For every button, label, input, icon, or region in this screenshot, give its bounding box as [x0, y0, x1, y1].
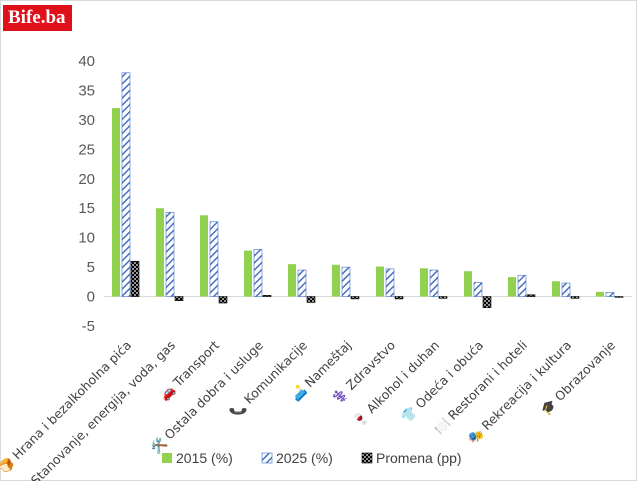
legend-swatch-2015 — [162, 453, 172, 463]
bar-2025 — [429, 269, 439, 297]
bar-2025 — [605, 292, 615, 297]
bar-2015 — [156, 208, 164, 297]
bar-2015 — [244, 250, 252, 297]
bar-promena — [438, 296, 448, 299]
bar-promena — [130, 260, 140, 297]
bar-2025 — [561, 282, 571, 297]
category-label: 👕 Odeća i obuća — [398, 338, 486, 426]
y-tick-label: -5 — [82, 318, 95, 335]
bar-2025 — [297, 269, 307, 297]
bar-promena — [614, 296, 624, 298]
bar-2025 — [341, 266, 351, 297]
bar-2015 — [376, 266, 384, 297]
bar-2025 — [165, 212, 175, 297]
bar-2015 — [464, 271, 472, 297]
legend-label: 2015 (%) — [176, 450, 233, 466]
y-tick-label: 40 — [78, 53, 95, 70]
y-tick-label: 30 — [78, 112, 95, 129]
bar-promena — [482, 296, 492, 309]
category-label: 🏠 Stanovanje, energija, voda, gas — [14, 338, 178, 481]
bar-2025 — [385, 268, 395, 297]
y-tick-label: 25 — [78, 141, 95, 158]
bar-2025 — [209, 221, 219, 297]
bar-2015 — [200, 215, 208, 297]
bar-2025 — [473, 282, 483, 297]
y-tick-label: 35 — [78, 82, 95, 99]
y-tick-label: 5 — [87, 259, 95, 276]
y-tick-label: 15 — [78, 200, 95, 217]
bar-2015 — [112, 108, 120, 297]
bar-promena — [570, 296, 580, 299]
bar-2025 — [121, 72, 131, 297]
bar-2015 — [552, 281, 560, 297]
bar-promena — [350, 296, 360, 300]
category-label: 🎓 Obrazovanje — [538, 337, 618, 417]
bar-promena — [218, 296, 228, 304]
bar-2025 — [517, 275, 527, 297]
bar-2015 — [288, 264, 296, 297]
bar-promena — [526, 294, 536, 297]
bar-promena — [174, 296, 184, 301]
bar-promena — [394, 296, 404, 300]
legend-label: 2025 (%) — [276, 450, 333, 466]
y-tick-label: 0 — [87, 289, 95, 306]
brand-logo: Bife.ba — [3, 5, 72, 31]
legend-swatch-2025 — [261, 452, 273, 464]
legend-label: Promena (pp) — [376, 450, 462, 466]
bar-2015 — [596, 291, 604, 297]
bar-2025 — [253, 249, 263, 297]
bar-promena — [306, 296, 316, 303]
legend-swatch-promena — [361, 452, 373, 464]
bar-2015 — [420, 268, 428, 297]
bar-promena — [262, 295, 272, 297]
category-label: 📞 Komunikacije — [226, 337, 310, 421]
y-tick-label: 20 — [78, 171, 95, 188]
bar-2015 — [508, 277, 516, 297]
bar-2015 — [332, 264, 340, 297]
y-tick-label: 10 — [78, 230, 95, 247]
